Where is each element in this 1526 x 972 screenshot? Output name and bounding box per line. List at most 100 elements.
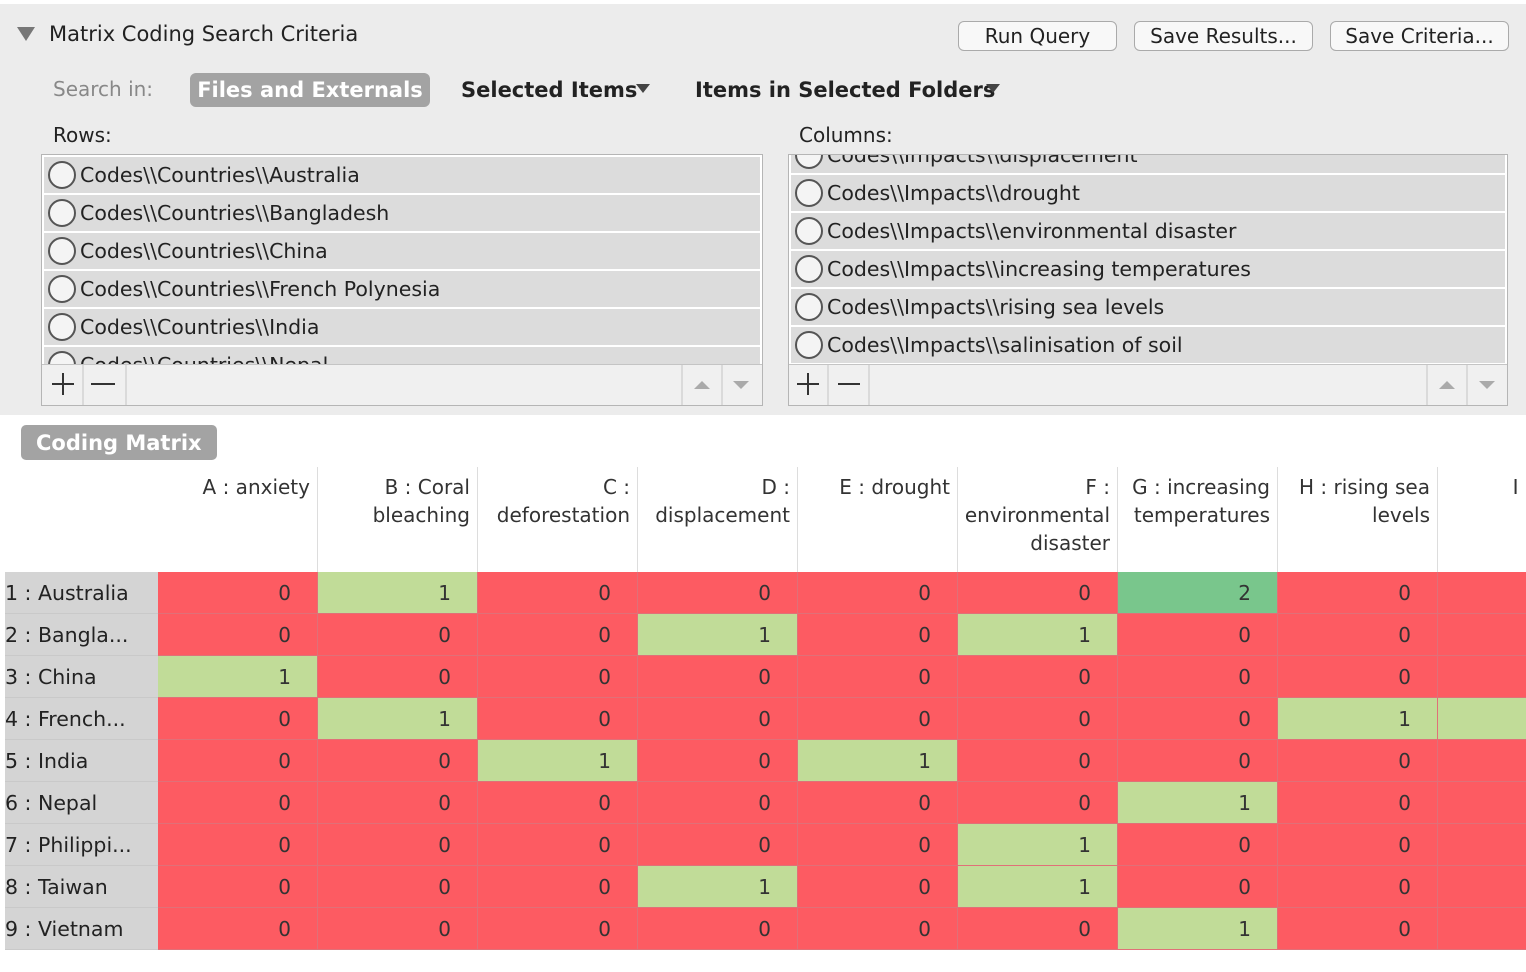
list-item[interactable]: Codes\\Impacts\\rising sea levels	[791, 289, 1505, 325]
list-item[interactable]: Codes\\Countries\\Bangladesh	[44, 195, 760, 231]
matrix-cell[interactable]: 0	[1278, 740, 1438, 782]
matrix-cell[interactable]: 0	[158, 698, 318, 740]
matrix-cell[interactable]: 1	[638, 866, 798, 908]
list-item[interactable]: Codes\\Impacts\\salinisation of soil	[791, 327, 1505, 363]
matrix-cell[interactable]: 0	[478, 782, 638, 824]
matrix-cell[interactable]: 0	[1278, 614, 1438, 656]
radio-button[interactable]	[795, 293, 823, 321]
matrix-cell[interactable]: 1	[318, 572, 478, 614]
matrix-cell[interactable]: 0	[638, 908, 798, 950]
matrix-cell[interactable]: 1	[798, 740, 958, 782]
radio-button[interactable]	[48, 199, 76, 227]
radio-button[interactable]	[48, 351, 76, 365]
matrix-cell[interactable]: 0	[958, 908, 1118, 950]
matrix-cell[interactable]: 0	[318, 908, 478, 950]
matrix-cell[interactable]: 0	[798, 866, 958, 908]
matrix-cell[interactable]: 0	[158, 782, 318, 824]
list-item[interactable]: Codes\\Countries\\India	[44, 309, 760, 345]
matrix-cell[interactable]: 0	[798, 614, 958, 656]
radio-button[interactable]	[795, 331, 823, 359]
matrix-cell[interactable]: 1	[478, 740, 638, 782]
matrix-cell[interactable]: 0	[1118, 740, 1278, 782]
matrix-cell[interactable]: 0	[1278, 908, 1438, 950]
disclosure-triangle[interactable]	[16, 26, 36, 42]
matrix-cell[interactable]: 0	[958, 740, 1118, 782]
matrix-cell[interactable]: 0	[638, 698, 798, 740]
matrix-cell[interactable]: 0	[638, 782, 798, 824]
matrix-cell[interactable]: 0	[798, 824, 958, 866]
matrix-cell[interactable]: 1	[638, 614, 798, 656]
list-item[interactable]: Codes\\Impacts\\environmental disaster	[791, 213, 1505, 249]
matrix-cell[interactable]: 0	[478, 866, 638, 908]
list-item[interactable]: Codes\\Countries\\China	[44, 233, 760, 269]
radio-button[interactable]	[795, 179, 823, 207]
matrix-cell[interactable]: 0	[478, 698, 638, 740]
matrix-cell[interactable]: 0	[1118, 824, 1278, 866]
matrix-cell[interactable]: 0	[478, 824, 638, 866]
matrix-cell[interactable]: 1	[1118, 782, 1278, 824]
scope-option[interactable]: Selected Items	[461, 78, 638, 102]
matrix-cell[interactable]: 0	[1278, 782, 1438, 824]
list-item[interactable]: Codes\\Impacts\\displacement	[791, 155, 1505, 173]
matrix-cell[interactable]: 0	[798, 698, 958, 740]
matrix-cell[interactable]: 0	[478, 572, 638, 614]
matrix-cell[interactable]: 1	[958, 866, 1118, 908]
tab[interactable]: Coding Matrix	[21, 425, 217, 460]
matrix-cell[interactable]: 0	[158, 740, 318, 782]
matrix-cell[interactable]: 0	[158, 824, 318, 866]
matrix-cell[interactable]: 0	[158, 614, 318, 656]
matrix-cell[interactable]: 1	[1278, 698, 1438, 740]
radio-button[interactable]	[795, 255, 823, 283]
list-item[interactable]: Codes\\Countries\\Australia	[44, 157, 760, 193]
matrix-cell[interactable]: 0	[1278, 866, 1438, 908]
matrix-cell[interactable]: 0	[318, 656, 478, 698]
matrix-cell[interactable]: 0	[1438, 824, 1526, 866]
matrix-cell[interactable]: 0	[158, 572, 318, 614]
button[interactable]: Save Results...	[1134, 21, 1313, 51]
matrix-cell[interactable]: 0	[798, 782, 958, 824]
matrix-cell[interactable]: 0	[478, 614, 638, 656]
matrix-cell[interactable]: 0	[1118, 614, 1278, 656]
matrix-cell[interactable]: 1	[318, 698, 478, 740]
radio-button[interactable]	[48, 313, 76, 341]
matrix-cell[interactable]: 0	[318, 614, 478, 656]
matrix-cell[interactable]: 0	[1278, 572, 1438, 614]
matrix-cell[interactable]: 0	[958, 698, 1118, 740]
matrix-cell[interactable]: 0	[638, 572, 798, 614]
matrix-cell[interactable]: 1	[1438, 698, 1526, 740]
matrix-cell[interactable]: 0	[1118, 866, 1278, 908]
radio-button[interactable]	[48, 275, 76, 303]
scope-option[interactable]: Files and Externals	[190, 73, 430, 107]
matrix-cell[interactable]: 0	[318, 824, 478, 866]
matrix-cell[interactable]: 0	[318, 740, 478, 782]
list-item[interactable]: Codes\\Countries\\Nepal	[44, 347, 760, 365]
matrix-cell[interactable]: 0	[958, 656, 1118, 698]
button[interactable]: Run Query	[958, 21, 1117, 51]
matrix-cell[interactable]: 0	[1438, 572, 1526, 614]
scope-option[interactable]: Items in Selected Folders	[695, 78, 996, 102]
matrix-cell[interactable]: 0	[478, 656, 638, 698]
radio-button[interactable]	[795, 155, 823, 169]
list-item[interactable]: Codes\\Impacts\\drought	[791, 175, 1505, 211]
matrix-cell[interactable]: 0	[1118, 698, 1278, 740]
matrix-cell[interactable]: 0	[638, 656, 798, 698]
matrix-cell[interactable]: 0	[158, 866, 318, 908]
list-item[interactable]: Codes\\Impacts\\increasing temperatures	[791, 251, 1505, 287]
matrix-cell[interactable]: 0	[958, 572, 1118, 614]
matrix-cell[interactable]: 0	[1438, 908, 1526, 950]
matrix-cell[interactable]: 0	[958, 782, 1118, 824]
matrix-cell[interactable]: 1	[158, 656, 318, 698]
matrix-cell[interactable]: 0	[1438, 614, 1526, 656]
matrix-cell[interactable]: 0	[1278, 656, 1438, 698]
radio-button[interactable]	[48, 161, 76, 189]
list-item[interactable]: Codes\\Countries\\French Polynesia	[44, 271, 760, 307]
matrix-cell[interactable]: 0	[1278, 824, 1438, 866]
matrix-cell[interactable]: 0	[1118, 656, 1278, 698]
radio-button[interactable]	[48, 237, 76, 265]
matrix-cell[interactable]: 0	[1438, 782, 1526, 824]
matrix-cell[interactable]: 1	[958, 824, 1118, 866]
matrix-cell[interactable]: 0	[638, 824, 798, 866]
matrix-cell[interactable]: 0	[798, 656, 958, 698]
matrix-cell[interactable]: 0	[798, 572, 958, 614]
matrix-cell[interactable]: 1	[1118, 908, 1278, 950]
